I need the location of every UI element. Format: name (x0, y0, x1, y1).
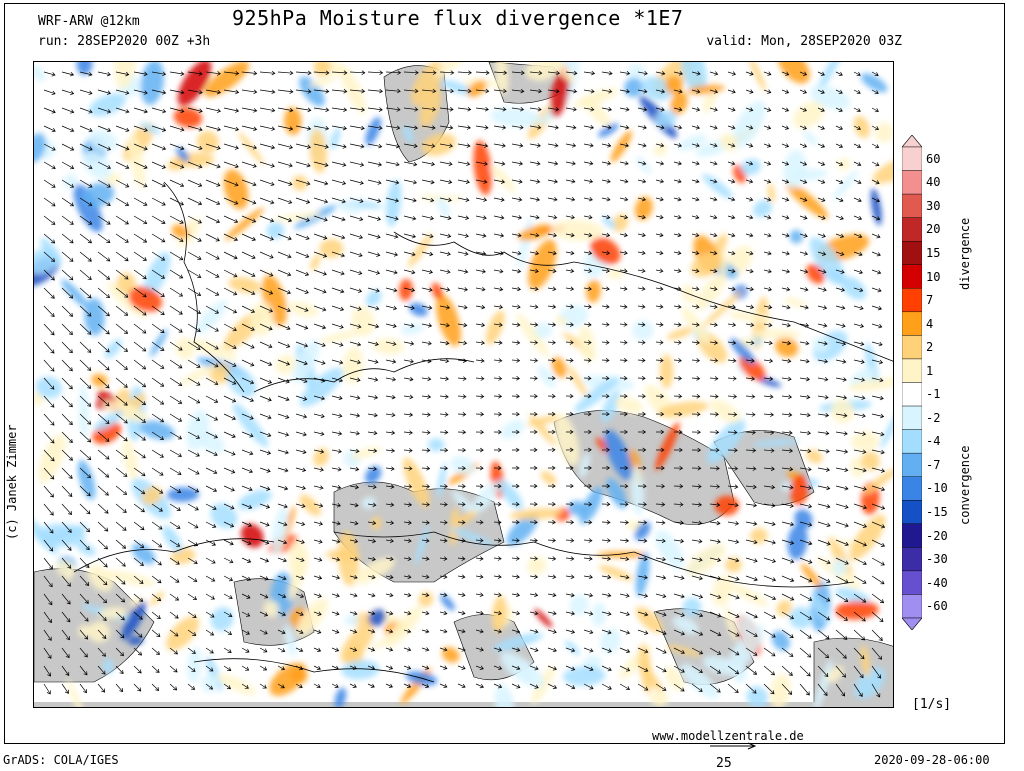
colorbar-tick-label: 10 (926, 269, 941, 284)
colorbar-swatch (902, 382, 922, 407)
model-label: WRF-ARW @12km (38, 14, 140, 29)
map-panel (33, 61, 894, 708)
colorbar-swatch (902, 476, 922, 501)
divergence-label: divergence (958, 217, 972, 290)
colorbar-swatch (902, 288, 922, 313)
colorbar-tick-label: -10 (926, 481, 948, 496)
map-canvas (34, 62, 893, 707)
unit-label: [1/s] (912, 697, 952, 712)
figure-frame (4, 3, 1005, 744)
map-title: 925hPa Moisture flux divergence *1E7 (232, 6, 684, 30)
colorbar-swatch (902, 547, 922, 572)
reference-vector-value: 25 (716, 756, 732, 771)
colorbar-swatch (902, 429, 922, 454)
credit-label: (c) Janek Zimmer (5, 424, 19, 540)
colorbar (902, 135, 922, 630)
timestamp-label: 2020-09-28-06:00 (874, 753, 990, 767)
colorbar-tick-label: 2 (926, 340, 934, 355)
colorbar-bottom-tip (902, 617, 922, 630)
colorbar-tick-label: 30 (926, 198, 941, 213)
colorbar-swatch (902, 193, 922, 218)
software-label: GrADS: COLA/IGES (3, 753, 119, 767)
colorbar-tick-label: 60 (926, 151, 941, 166)
colorbar-swatch (902, 405, 922, 430)
colorbar-swatch (902, 523, 922, 548)
colorbar-tick-label: 7 (926, 293, 934, 308)
colorbar-tick-label: -7 (926, 457, 941, 472)
colorbar-tick-label: -4 (926, 434, 941, 449)
colorbar-swatch (902, 500, 922, 524)
colorbar-swatch (902, 217, 922, 242)
colorbar-swatch (902, 146, 922, 171)
colorbar-tick-label: -1 (926, 387, 941, 402)
colorbar-tick-label: 4 (926, 316, 934, 331)
colorbar-swatch (902, 240, 922, 265)
colorbar-swatch (902, 594, 922, 619)
colorbar-tick-label: -30 (926, 552, 948, 567)
colorbar-tick-label: 1 (926, 363, 934, 378)
colorbar-swatch (902, 264, 922, 289)
colorbar-swatch (902, 570, 922, 595)
colorbar-tick-label: 40 (926, 175, 941, 190)
colorbar-tick-label: 20 (926, 222, 941, 237)
divergence-shading (34, 62, 893, 707)
colorbar-top-tip (902, 135, 922, 148)
colorbar-tick-label: -2 (926, 410, 941, 425)
reference-vector-arrow (710, 742, 757, 750)
convergence-label: convergence (958, 445, 972, 525)
website-label: www.modellzentrale.de (652, 729, 804, 743)
wind-vectors (43, 70, 886, 698)
colorbar-swatch (902, 311, 922, 336)
run-label: run: 28SEP2020 00Z +3h (38, 34, 211, 49)
colorbar-tick-label: -40 (926, 575, 948, 590)
colorbar-swatch (902, 335, 922, 360)
colorbar-swatch (902, 358, 922, 383)
coastlines (73, 181, 893, 683)
colorbar-swatch (902, 452, 922, 477)
colorbar-tick-label: -20 (926, 528, 948, 543)
colorbar-tick-label: 15 (926, 245, 941, 260)
colorbar-tick-label: -15 (926, 505, 948, 520)
valid-time-label: valid: Mon, 28SEP2020 03Z (706, 34, 902, 49)
colorbar-swatch (902, 170, 922, 195)
colorbar-tick-label: -60 (926, 599, 948, 614)
